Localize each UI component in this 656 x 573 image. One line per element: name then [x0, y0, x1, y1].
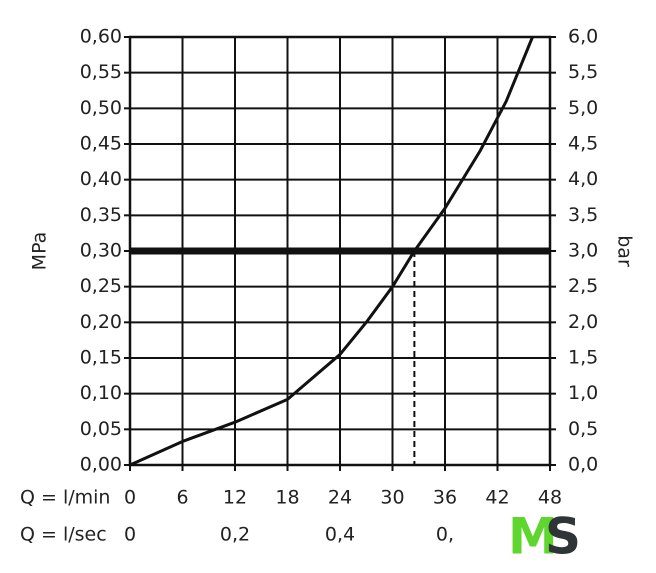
y2-tick-label: 2,5	[568, 275, 598, 297]
curve	[129, 36, 534, 467]
y-tick-label: 0,25	[80, 275, 122, 297]
x2-tick-label: 0,4	[325, 524, 355, 546]
x-tick-label: 12	[223, 487, 247, 509]
y2-tick-label: 3,5	[568, 204, 598, 226]
x2-tick-label: 0,2	[220, 524, 250, 546]
y2-axis-label: bar	[614, 235, 636, 267]
y-tick-label: 0,45	[80, 133, 122, 155]
y2-tick-label: 4,0	[568, 168, 598, 190]
y-axis-label: MPa	[29, 232, 51, 271]
y-tick-label: 0,15	[80, 347, 122, 369]
y2-tick-label: 5,5	[568, 61, 598, 83]
y2-tick-label: 1,0	[568, 382, 598, 404]
y-tick-label: 0,55	[80, 61, 122, 83]
logo-s: S	[545, 508, 581, 566]
x-tick-label: 42	[485, 487, 509, 509]
y-tick-label: 0,30	[80, 240, 122, 262]
y-tick-label: 0,50	[80, 97, 122, 119]
x2-axis-label: Q = l/sec	[20, 524, 107, 546]
x-tick-label: 48	[538, 487, 562, 509]
x2-tick-label: 0,	[436, 524, 454, 546]
x-tick-label: 0	[124, 487, 136, 509]
x-tick-label: 18	[275, 487, 299, 509]
x-tick-label: 24	[328, 487, 352, 509]
y2-tick-label: 3,0	[568, 240, 598, 262]
y2-tick-label: 6,0	[568, 26, 598, 48]
x-tick-label: 6	[176, 487, 188, 509]
y-tick-label: 0,60	[80, 26, 122, 48]
x-axis-label: Q = l/min	[20, 487, 110, 509]
y-tick-label: 0,05	[80, 418, 122, 440]
y-tick-label: 0,00	[80, 454, 122, 476]
y2-tick-label: 0,0	[568, 454, 598, 476]
logo-m: M	[508, 508, 558, 566]
y2-tick-label: 2,0	[568, 311, 598, 333]
x2-tick-label: 0	[124, 524, 136, 546]
y2-tick-label: 1,5	[568, 347, 598, 369]
y-tick-label: 0,35	[80, 204, 122, 226]
x-tick-label: 36	[433, 487, 457, 509]
y-tick-label: 0,10	[80, 382, 122, 404]
y-tick-label: 0,40	[80, 168, 122, 190]
x-tick-label: 30	[380, 487, 404, 509]
y2-tick-label: 5,0	[568, 97, 598, 119]
y2-tick-label: 0,5	[568, 418, 598, 440]
y2-tick-label: 4,5	[568, 133, 598, 155]
y-tick-label: 0,20	[80, 311, 122, 333]
